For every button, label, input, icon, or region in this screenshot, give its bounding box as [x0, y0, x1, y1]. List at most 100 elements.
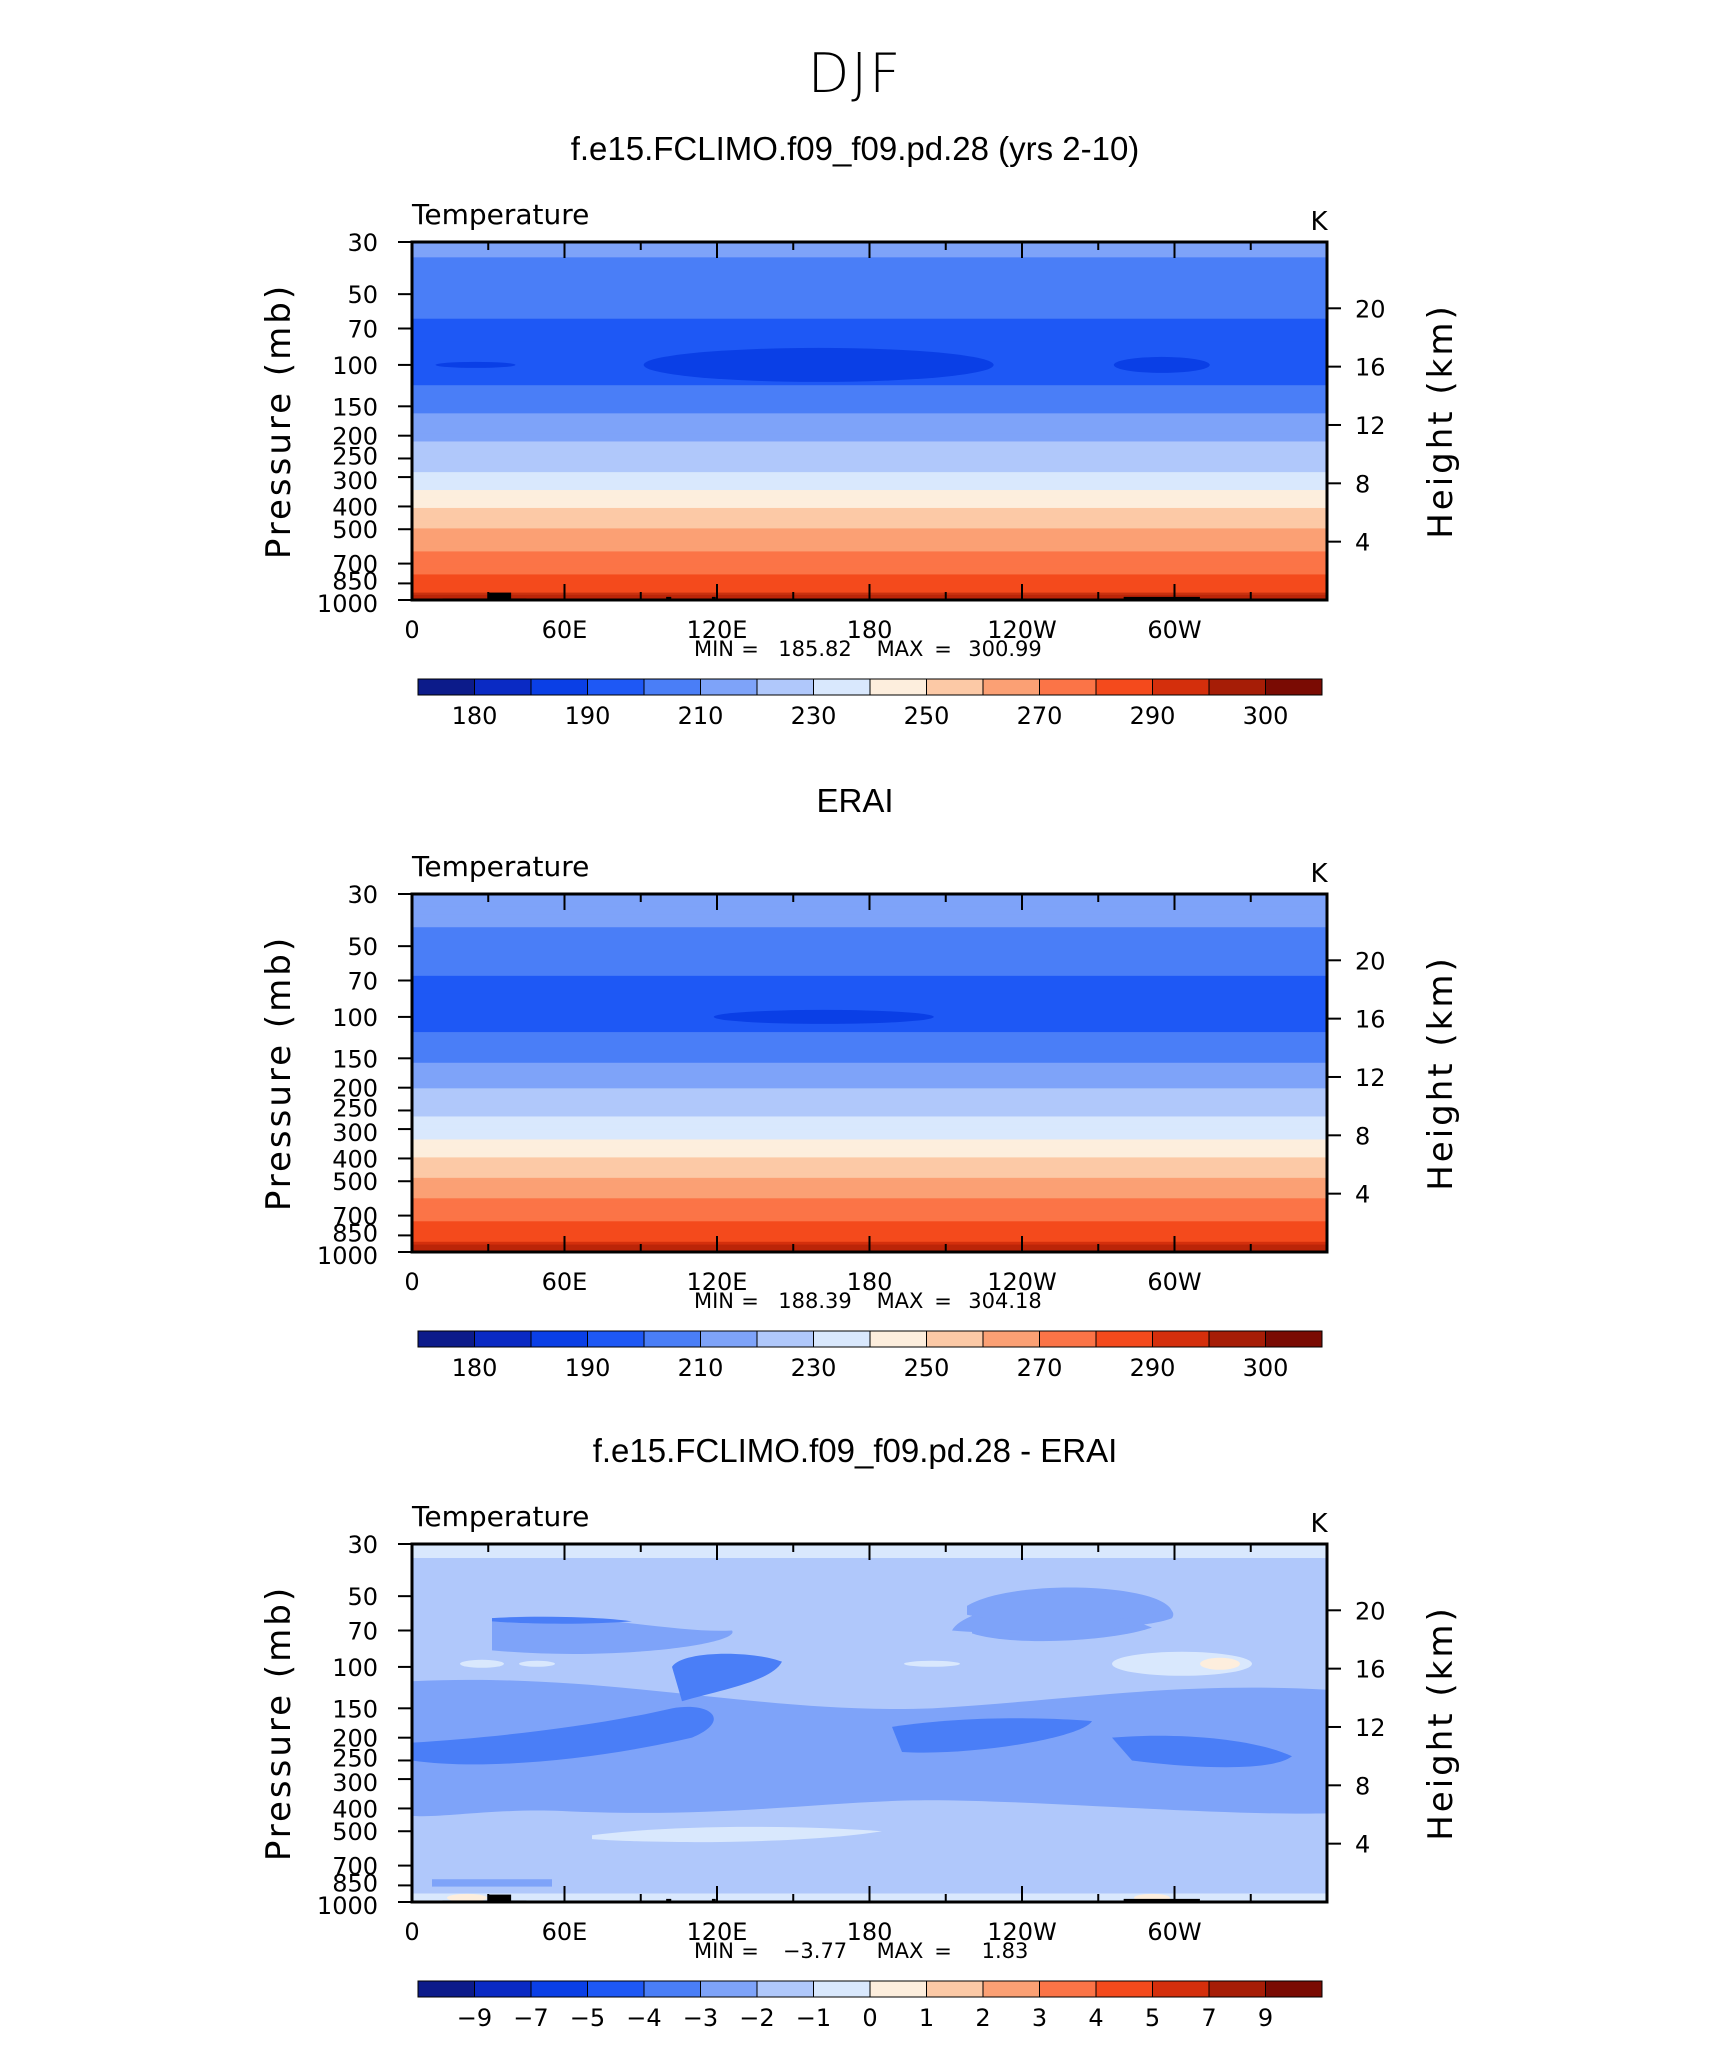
colorbar-label: −3 — [683, 2004, 718, 2032]
contour-band — [412, 1198, 1327, 1202]
contour-band — [412, 288, 1327, 292]
y-tick-label: 200 — [332, 1075, 378, 1103]
y-tick-label: 850 — [332, 567, 378, 595]
topography-mask — [711, 596, 716, 600]
contour-band — [412, 1165, 1327, 1169]
contour-band — [412, 272, 1327, 276]
contour-band — [412, 996, 1327, 1000]
height-tick-label: 4 — [1355, 1181, 1370, 1209]
contour-band — [412, 1065, 1327, 1069]
contour-band — [412, 1075, 1327, 1079]
contour-band — [412, 446, 1327, 450]
y-tick-label: 400 — [332, 493, 378, 521]
contour-band — [412, 988, 1327, 992]
min-value: 188.39 — [778, 1289, 851, 1313]
contour-band — [412, 1195, 1327, 1199]
y-tick-label: 100 — [332, 352, 378, 380]
contour-band — [412, 952, 1327, 956]
y-tick-label: 1000 — [317, 590, 378, 618]
contour-band — [412, 1175, 1327, 1179]
colorbar-swatch — [474, 678, 532, 696]
y-tick-label: 150 — [332, 393, 378, 421]
colorbar-swatch — [1095, 1330, 1153, 1348]
contour-band — [412, 270, 1327, 274]
colorbar-label: 4 — [1088, 2004, 1103, 2032]
height-tick-label: 16 — [1355, 1656, 1386, 1684]
plot-area — [412, 242, 1327, 601]
min-equals: = — [741, 637, 759, 661]
contour-band — [412, 960, 1327, 964]
contour-band — [412, 1032, 1327, 1036]
contour-band — [412, 1144, 1327, 1148]
contour-band — [412, 502, 1327, 506]
contour-band — [412, 331, 1327, 335]
contour-band — [412, 546, 1327, 550]
y-tick-label: 100 — [332, 1004, 378, 1032]
panel-2-title: ERAI — [816, 782, 894, 819]
contour-band — [412, 495, 1327, 499]
contour-band — [412, 328, 1327, 333]
contour-band — [412, 1034, 1327, 1038]
colorbar-label: −7 — [513, 2004, 548, 2032]
x-tick-label: 120W — [987, 1918, 1057, 1946]
colorbar-label: 7 — [1201, 2004, 1216, 2032]
colorbar — [417, 678, 1323, 696]
contour-band — [412, 313, 1327, 317]
contour-region — [432, 1879, 552, 1887]
contour-band — [412, 1231, 1327, 1235]
contour-band — [412, 285, 1327, 289]
contour-band — [412, 553, 1327, 558]
contour-region — [592, 1826, 882, 1843]
contour-band — [412, 1208, 1327, 1212]
max-value: 300.99 — [968, 637, 1041, 661]
corner-left-label: Temperature — [411, 850, 589, 883]
colorbar-swatch — [417, 1980, 475, 1998]
contour-band — [412, 265, 1327, 269]
contour-band — [412, 980, 1327, 985]
colorbar-swatch — [1095, 1980, 1153, 1998]
contour-band — [412, 341, 1327, 345]
contour-band — [412, 1162, 1327, 1166]
contour-band — [412, 1213, 1327, 1217]
colorbar-swatch — [643, 678, 701, 696]
contour-band — [412, 1203, 1327, 1207]
x-tick-label: 180 — [847, 1918, 893, 1946]
colorbar-swatch — [756, 678, 814, 696]
x-tick-label: 120E — [687, 1268, 748, 1296]
y-tick-label: 1000 — [317, 1892, 378, 1920]
height-tick-label: 12 — [1355, 1064, 1386, 1092]
contour-band — [412, 326, 1327, 330]
x-tick-label: 60W — [1147, 1268, 1201, 1296]
contour-band — [412, 937, 1327, 941]
contour-band — [412, 1080, 1327, 1084]
colorbar-swatch — [1265, 1330, 1323, 1348]
contour-band — [412, 469, 1327, 473]
min-label: MIN — [694, 637, 734, 661]
contour-band — [412, 528, 1327, 532]
contour-band — [412, 275, 1327, 279]
contour-band — [412, 280, 1327, 284]
contour-band — [412, 993, 1327, 997]
panel-3-chart: Temperature K3050701001502002503004005007… — [259, 1500, 1461, 2032]
contour-band — [412, 1021, 1327, 1026]
y-axis-right-label: Height (km) — [1421, 1605, 1461, 1841]
contour-band — [412, 1052, 1327, 1056]
colorbar-swatch — [643, 1330, 701, 1348]
contour-band — [412, 1106, 1327, 1110]
contour-band — [412, 947, 1327, 951]
contour-band — [412, 536, 1327, 540]
contour-band — [412, 316, 1327, 320]
colorbar-label: 2 — [975, 2004, 990, 2032]
contour-region — [447, 1893, 487, 1902]
contour-band — [412, 1200, 1327, 1205]
colorbar-swatch — [417, 678, 475, 696]
colorbar-swatch — [700, 1980, 758, 1998]
contour-band — [412, 382, 1327, 386]
topography-mask — [1123, 1898, 1200, 1902]
contour-band — [412, 1218, 1327, 1222]
contour-band — [412, 525, 1327, 529]
colorbar-label: −2 — [739, 2004, 774, 2032]
contour-band — [412, 1108, 1327, 1112]
x-tick-label: 0 — [404, 1918, 419, 1946]
panel-1-title: f.e15.FCLIMO.f09_f09.pd.28 (yrs 2-10) — [570, 130, 1140, 167]
